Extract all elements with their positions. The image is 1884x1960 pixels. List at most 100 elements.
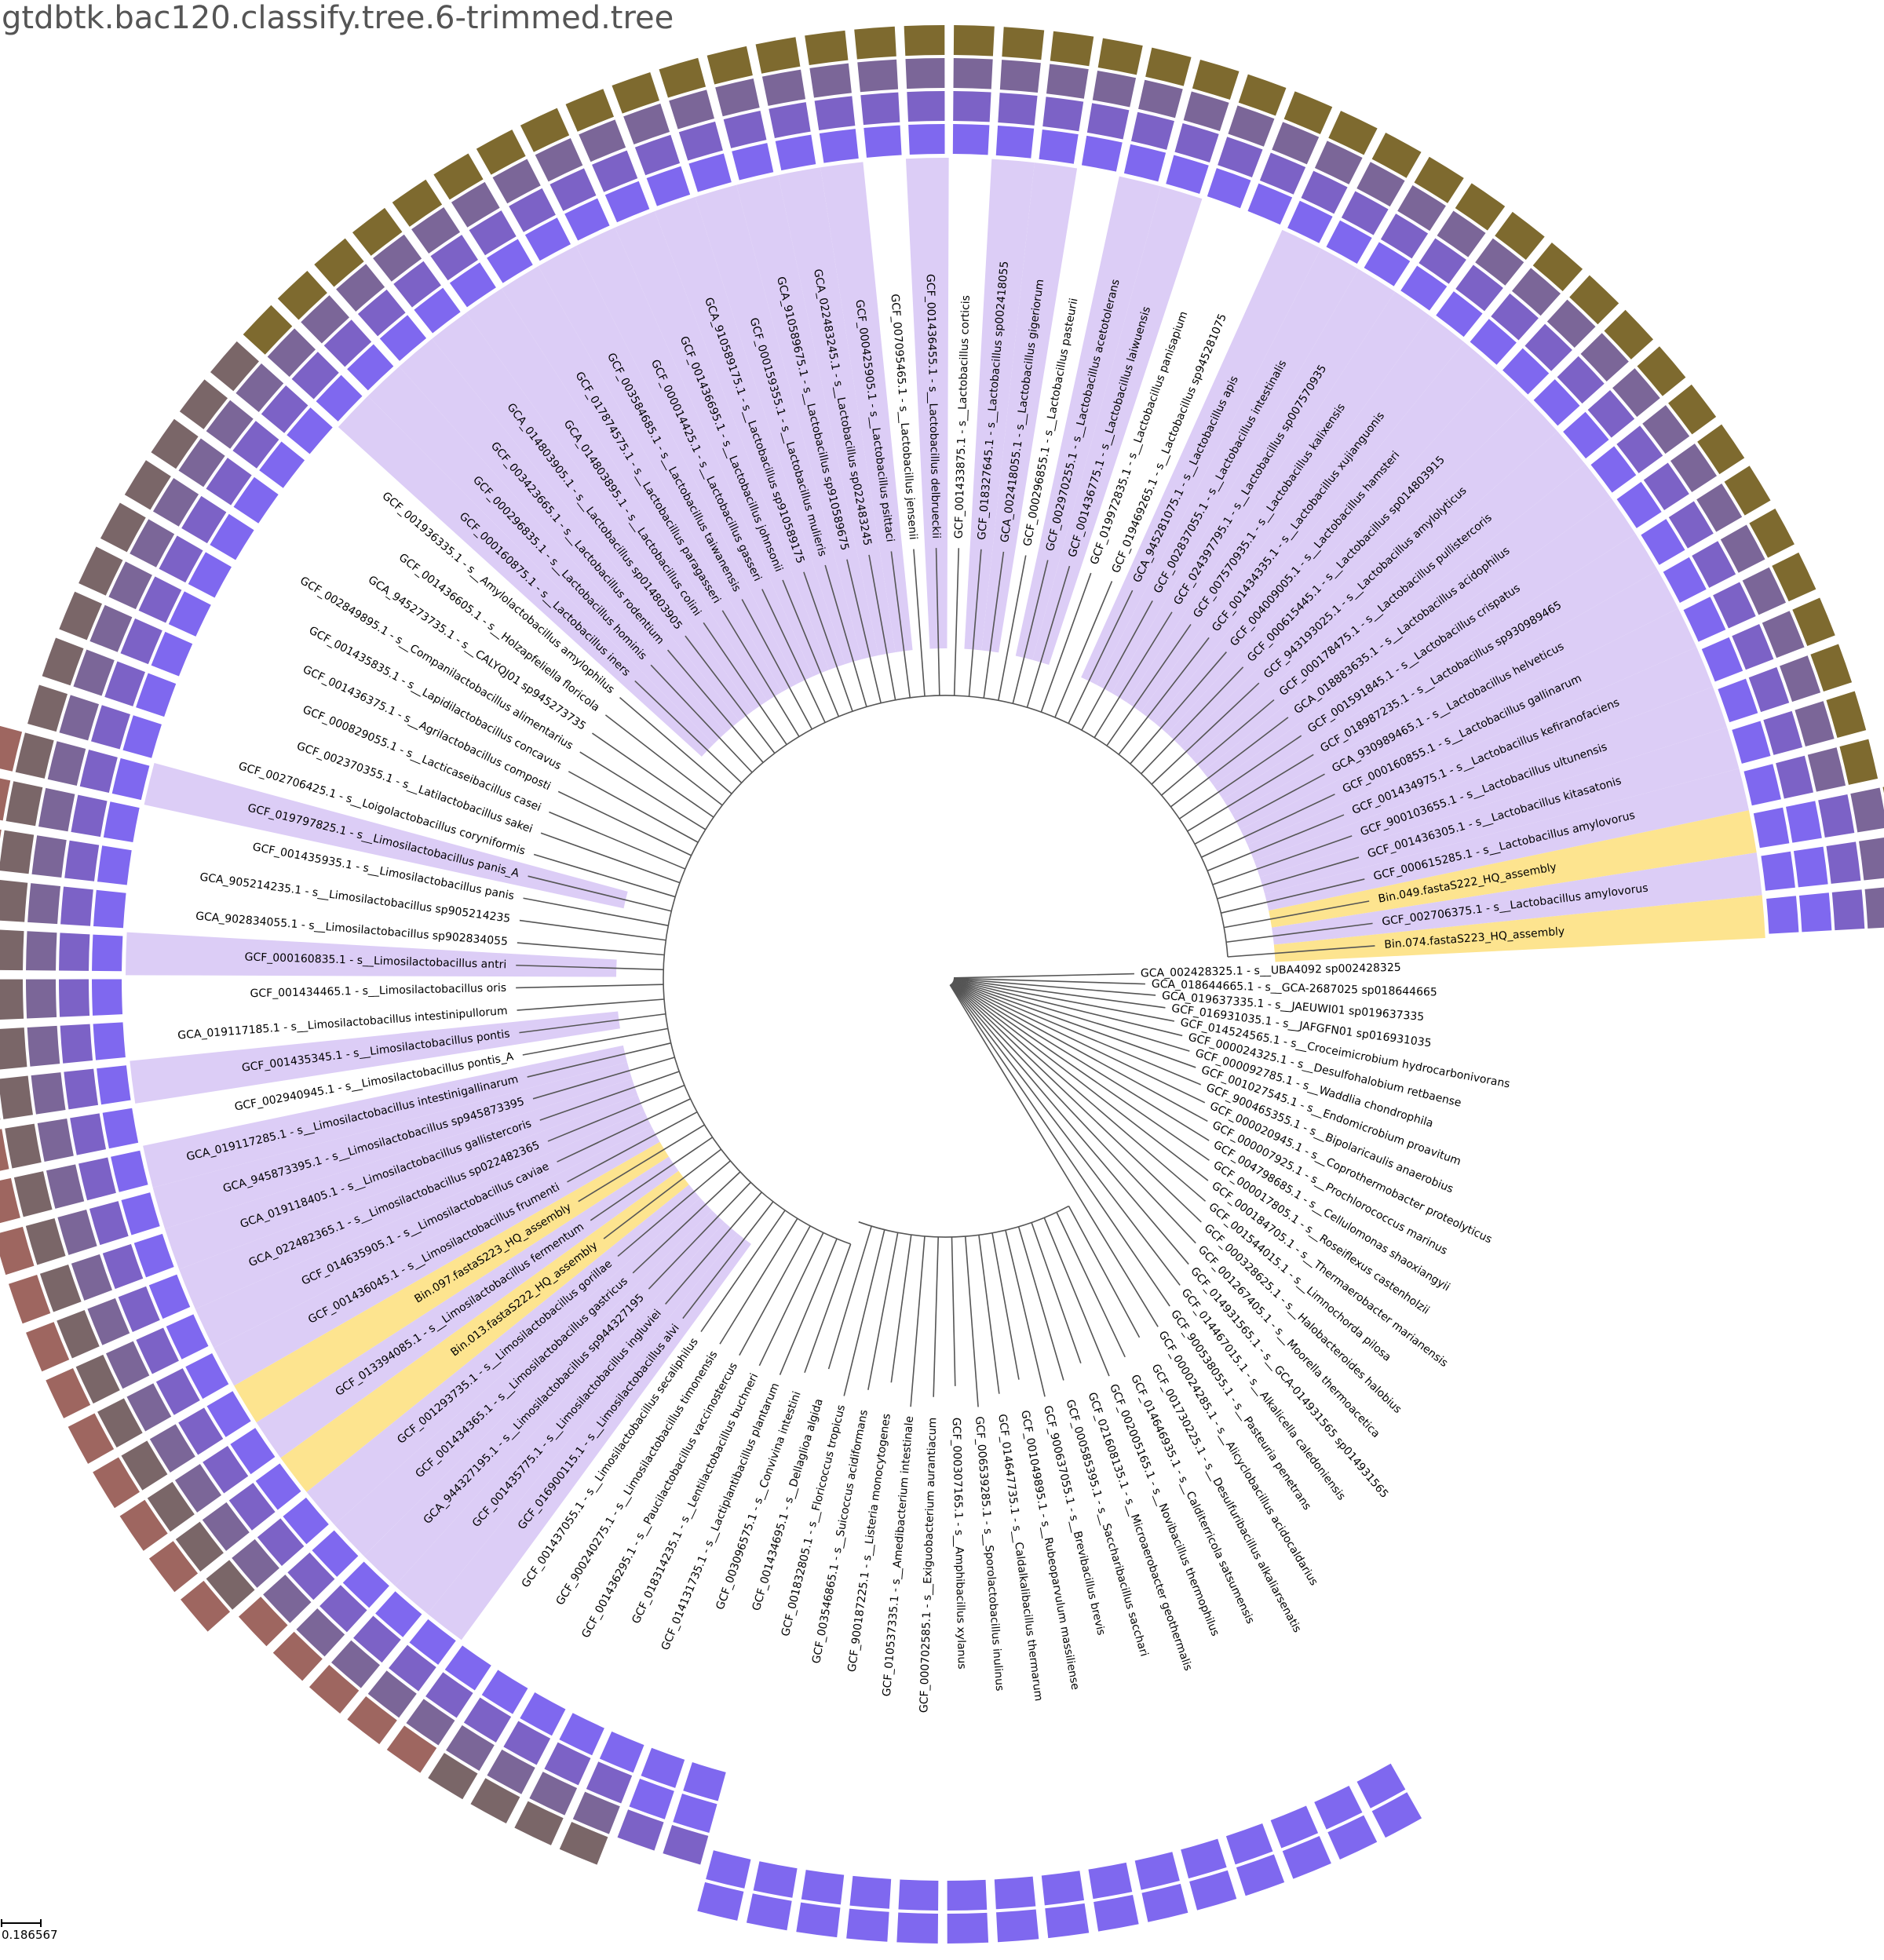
leaf-highlight-93 (981, 162, 1078, 653)
annotation-box (1174, 122, 1219, 162)
branch-25 (1017, 1226, 1064, 1381)
annotation-box (1287, 200, 1333, 243)
branch-41 (719, 1217, 798, 1345)
annotation-box (70, 1113, 106, 1155)
branch-117 (1224, 900, 1370, 929)
annotation-box (159, 535, 203, 583)
leaf-highlight-87 (778, 167, 896, 655)
annotation-box (550, 168, 597, 211)
leaf-label: GCF_000307165.1 - s__Amphibacillus xylan… (950, 1418, 968, 1670)
branch-98 (1054, 581, 1113, 718)
annotation-box (1437, 210, 1486, 257)
annotation-box (1326, 220, 1372, 264)
annotation-box (898, 1879, 939, 1911)
branch-96 (1026, 565, 1071, 708)
branch-21 (1068, 1206, 1141, 1338)
annotation-box (1720, 524, 1765, 573)
annotation-box (31, 835, 67, 878)
inner-arc (858, 1205, 1069, 1238)
annotation-box (755, 37, 801, 74)
branch-75 (634, 680, 743, 783)
annotation-box (1002, 27, 1045, 60)
annotation-box (1826, 841, 1861, 884)
leaf-highlight-96 (1032, 186, 1203, 666)
annotation-box (1616, 425, 1663, 473)
annotation-box (336, 264, 385, 312)
annotation-box (905, 58, 945, 89)
annotation-box (93, 1457, 140, 1509)
annotation-box (26, 979, 57, 1019)
annotation-box (1563, 411, 1609, 459)
annotation-box (233, 476, 279, 524)
annotation-box (111, 1150, 148, 1192)
annotation-box (1145, 47, 1192, 86)
leaf-label: GCF_000702585.1 - s__Exiguobacterium aur… (918, 1418, 939, 1714)
branch-43 (682, 1201, 774, 1319)
branch-63 (519, 919, 666, 941)
annotation-box (122, 715, 162, 758)
annotation-box (31, 1072, 66, 1115)
annotation-box (1238, 74, 1287, 116)
annotation-box (392, 179, 443, 227)
leaf-highlight-80 (501, 266, 783, 701)
annotation-box (89, 1201, 129, 1246)
annotation-box (503, 1721, 551, 1765)
annotation-box (1046, 64, 1089, 99)
annotation-box (71, 1254, 112, 1301)
annotation-box (206, 1391, 251, 1437)
annotation-box (68, 1413, 115, 1464)
annotation-box (93, 889, 126, 929)
annotation-box (1524, 323, 1572, 371)
annotation-box (544, 1742, 591, 1786)
branch-82 (761, 589, 826, 723)
annotation-box (203, 1446, 249, 1494)
leaf-highlight-48 (280, 1170, 689, 1492)
annotation-box (1123, 144, 1167, 182)
annotation-box (89, 604, 133, 652)
annotation-box (433, 153, 484, 200)
leaf-highlight-85 (695, 184, 862, 665)
annotation-box (1455, 183, 1506, 231)
branch-10 (952, 981, 1208, 1122)
leaf-highlight-53 (179, 1095, 644, 1309)
annotation-box (706, 1850, 751, 1889)
annotation-box (130, 519, 175, 568)
annotation-box (0, 725, 23, 772)
annotation-box (1839, 739, 1879, 785)
annotation-box (1141, 1883, 1188, 1922)
branch-9 (952, 980, 1206, 1104)
annotation-box (1088, 1862, 1133, 1900)
annotation-box (181, 1580, 231, 1632)
leaf-highlight-112 (1240, 608, 1697, 845)
annotation-box (178, 1407, 224, 1455)
annotation-box (60, 886, 93, 926)
annotation-box (148, 1541, 199, 1593)
annotation-box (1282, 1835, 1331, 1879)
annotation-box (1218, 137, 1263, 177)
annotation-box (357, 289, 406, 337)
branch-74 (619, 697, 732, 794)
annotation-box (1668, 384, 1717, 435)
branch-24 (1031, 1222, 1082, 1364)
annotation-box (446, 1725, 495, 1772)
annotation-box (1850, 787, 1884, 833)
annotation-box (71, 794, 108, 838)
annotation-box (1569, 275, 1619, 325)
branch-layer (516, 548, 1375, 1407)
annotation-box (953, 25, 995, 57)
annotation-box (206, 458, 252, 506)
annotation-box (1748, 666, 1790, 713)
branch-62 (517, 942, 665, 956)
branch-51 (567, 1111, 698, 1183)
annotation-box (59, 933, 90, 971)
branch-17 (950, 984, 1189, 1265)
annotation-box (1371, 132, 1422, 178)
annotation-box (259, 441, 305, 488)
annotation-box (27, 684, 68, 732)
annotation-box (947, 1879, 988, 1911)
annotation-box (188, 552, 232, 598)
leaf-highlight-101 (1112, 268, 1396, 703)
annotation-box (994, 1876, 1036, 1910)
leaf-highlight-55 (152, 1062, 633, 1229)
annotation-box (663, 1824, 709, 1865)
